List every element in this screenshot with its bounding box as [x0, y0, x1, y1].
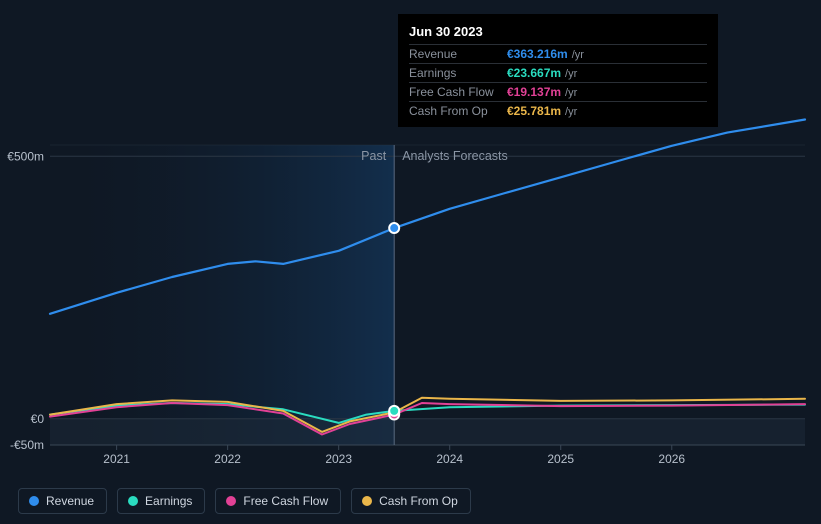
- legend-label: Earnings: [145, 494, 192, 508]
- tooltip-row-value: €19.137m: [507, 85, 561, 99]
- svg-text:2021: 2021: [103, 452, 130, 466]
- tooltip-row-label: Cash From Op: [409, 104, 507, 118]
- chart-legend: Revenue Earnings Free Cash Flow Cash Fro…: [18, 488, 471, 514]
- legend-item-earnings[interactable]: Earnings: [117, 488, 205, 514]
- tooltip-row-unit: /yr: [572, 49, 584, 61]
- tooltip-row-label: Revenue: [409, 47, 507, 61]
- svg-text:2024: 2024: [436, 452, 463, 466]
- svg-text:2026: 2026: [658, 452, 685, 466]
- tooltip-row-unit: /yr: [565, 87, 577, 99]
- tooltip-row: Free Cash Flow €19.137m /yr: [409, 82, 707, 101]
- tooltip-row-unit: /yr: [565, 106, 577, 118]
- financial-chart: -€50m €0 €500m 2021 2022 2023 2024 2025 2026 Past…: [0, 0, 821, 524]
- legend-label: Free Cash Flow: [243, 494, 328, 508]
- tooltip-row: Cash From Op €25.781m /yr: [409, 101, 707, 120]
- tooltip-row: Earnings €23.667m /yr: [409, 63, 707, 82]
- legend-dot: [29, 496, 39, 506]
- tooltip-row-unit: /yr: [565, 68, 577, 80]
- legend-label: Cash From Op: [379, 494, 458, 508]
- tooltip-row-label: Earnings: [409, 66, 507, 80]
- svg-text:2022: 2022: [214, 452, 241, 466]
- legend-dot: [226, 496, 236, 506]
- svg-text:-€50m: -€50m: [10, 438, 44, 452]
- svg-text:2023: 2023: [325, 452, 352, 466]
- tooltip-date: Jun 30 2023: [409, 21, 707, 44]
- legend-label: Revenue: [46, 494, 94, 508]
- tooltip-row-value: €25.781m: [507, 104, 561, 118]
- legend-item-cfo[interactable]: Cash From Op: [351, 488, 471, 514]
- tooltip-row-value: €23.667m: [507, 66, 561, 80]
- tooltip-row: Revenue €363.216m /yr: [409, 44, 707, 63]
- svg-text:2025: 2025: [547, 452, 574, 466]
- legend-item-revenue[interactable]: Revenue: [18, 488, 107, 514]
- tooltip-row-value: €363.216m: [507, 47, 568, 61]
- svg-text:Past: Past: [361, 149, 387, 163]
- chart-tooltip: Jun 30 2023 Revenue €363.216m /yr Earnin…: [398, 14, 718, 127]
- legend-dot: [362, 496, 372, 506]
- svg-text:€500m: €500m: [7, 149, 44, 163]
- legend-dot: [128, 496, 138, 506]
- legend-item-fcf[interactable]: Free Cash Flow: [215, 488, 341, 514]
- tooltip-row-label: Free Cash Flow: [409, 85, 507, 99]
- svg-text:Analysts Forecasts: Analysts Forecasts: [402, 149, 508, 163]
- svg-text:€0: €0: [31, 412, 45, 426]
